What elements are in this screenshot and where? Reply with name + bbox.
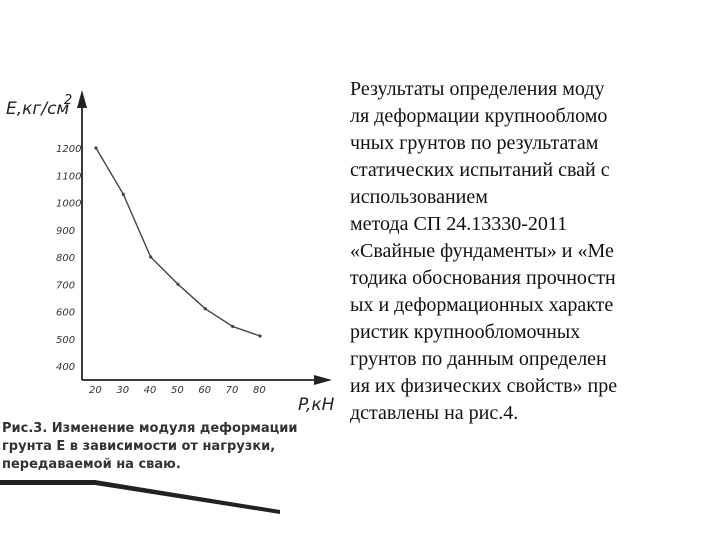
x-axis-label: P,кН bbox=[298, 395, 335, 415]
data-point bbox=[121, 192, 125, 196]
y-tick-label: 800 bbox=[56, 253, 75, 264]
body-line: метода СП 24.13330-2011 bbox=[350, 213, 568, 235]
body-line: грунтов по данным определен bbox=[350, 348, 607, 370]
y-tick-label: 1200 bbox=[56, 144, 81, 155]
y-tick-label: 400 bbox=[56, 362, 75, 373]
figure-ref: Рис.3. bbox=[2, 421, 48, 436]
body-line: Результаты определения моду bbox=[350, 78, 605, 100]
body-line: тодика обоснования прочностн bbox=[350, 267, 616, 289]
body-line: ристик крупнообломочных bbox=[350, 321, 581, 343]
y-tick-label: 600 bbox=[56, 308, 75, 319]
chart: E,кг/см 2 P,кН 1200 1100 1000 900 800 700 600 5… bbox=[6, 90, 335, 415]
y-tick-label: 700 bbox=[56, 280, 75, 291]
y-axis-label: E,кг/см bbox=[6, 99, 69, 119]
x-tick-label: 50 bbox=[171, 385, 184, 396]
x-tick-label: 70 bbox=[226, 385, 239, 396]
x-tick-label: 80 bbox=[253, 385, 266, 396]
x-tick-label: 60 bbox=[198, 385, 211, 396]
data-point bbox=[176, 282, 180, 286]
y-tick-label: 900 bbox=[56, 226, 75, 237]
y-tick-label: 1000 bbox=[56, 199, 81, 210]
body-line: ых и деформационных характе bbox=[350, 294, 614, 316]
body-line: «Свайные фундаменты» и «Ме bbox=[350, 240, 614, 262]
figure-caption: Рис.3. Изменение модуля деформации грунт… bbox=[2, 420, 342, 474]
y-axis-label-superscript: 2 bbox=[64, 93, 72, 108]
y-axis-arrow-icon bbox=[77, 90, 87, 108]
data-point bbox=[94, 146, 98, 150]
body-line: ия их физических свойств» пре bbox=[350, 375, 618, 397]
data-point bbox=[231, 324, 235, 329]
x-axis-arrow-icon bbox=[314, 375, 332, 385]
data-point bbox=[203, 307, 207, 311]
body-line: использованием bbox=[350, 186, 488, 208]
data-point bbox=[258, 334, 262, 338]
series-line bbox=[95, 147, 261, 337]
figure-caption-text: Изменение модуля деформации грунта Е в з… bbox=[2, 421, 298, 472]
y-tick-label: 500 bbox=[56, 335, 75, 346]
y-tick-label: 1100 bbox=[56, 171, 81, 182]
data-point bbox=[149, 255, 153, 259]
x-tick-label: 30 bbox=[116, 385, 129, 396]
body-line: ля деформации крупнообломо bbox=[350, 105, 608, 127]
x-tick-label: 20 bbox=[89, 385, 102, 396]
body-paragraph: Результаты определения моду ля деформации… bbox=[350, 76, 710, 427]
body-line: дставлены на рис.4. bbox=[350, 402, 519, 424]
x-tick-label: 40 bbox=[144, 385, 157, 396]
body-line: чных грунтов по результатам bbox=[350, 132, 599, 154]
decorative-bar bbox=[0, 480, 280, 514]
body-line: статических испытаний свай с bbox=[350, 159, 610, 181]
